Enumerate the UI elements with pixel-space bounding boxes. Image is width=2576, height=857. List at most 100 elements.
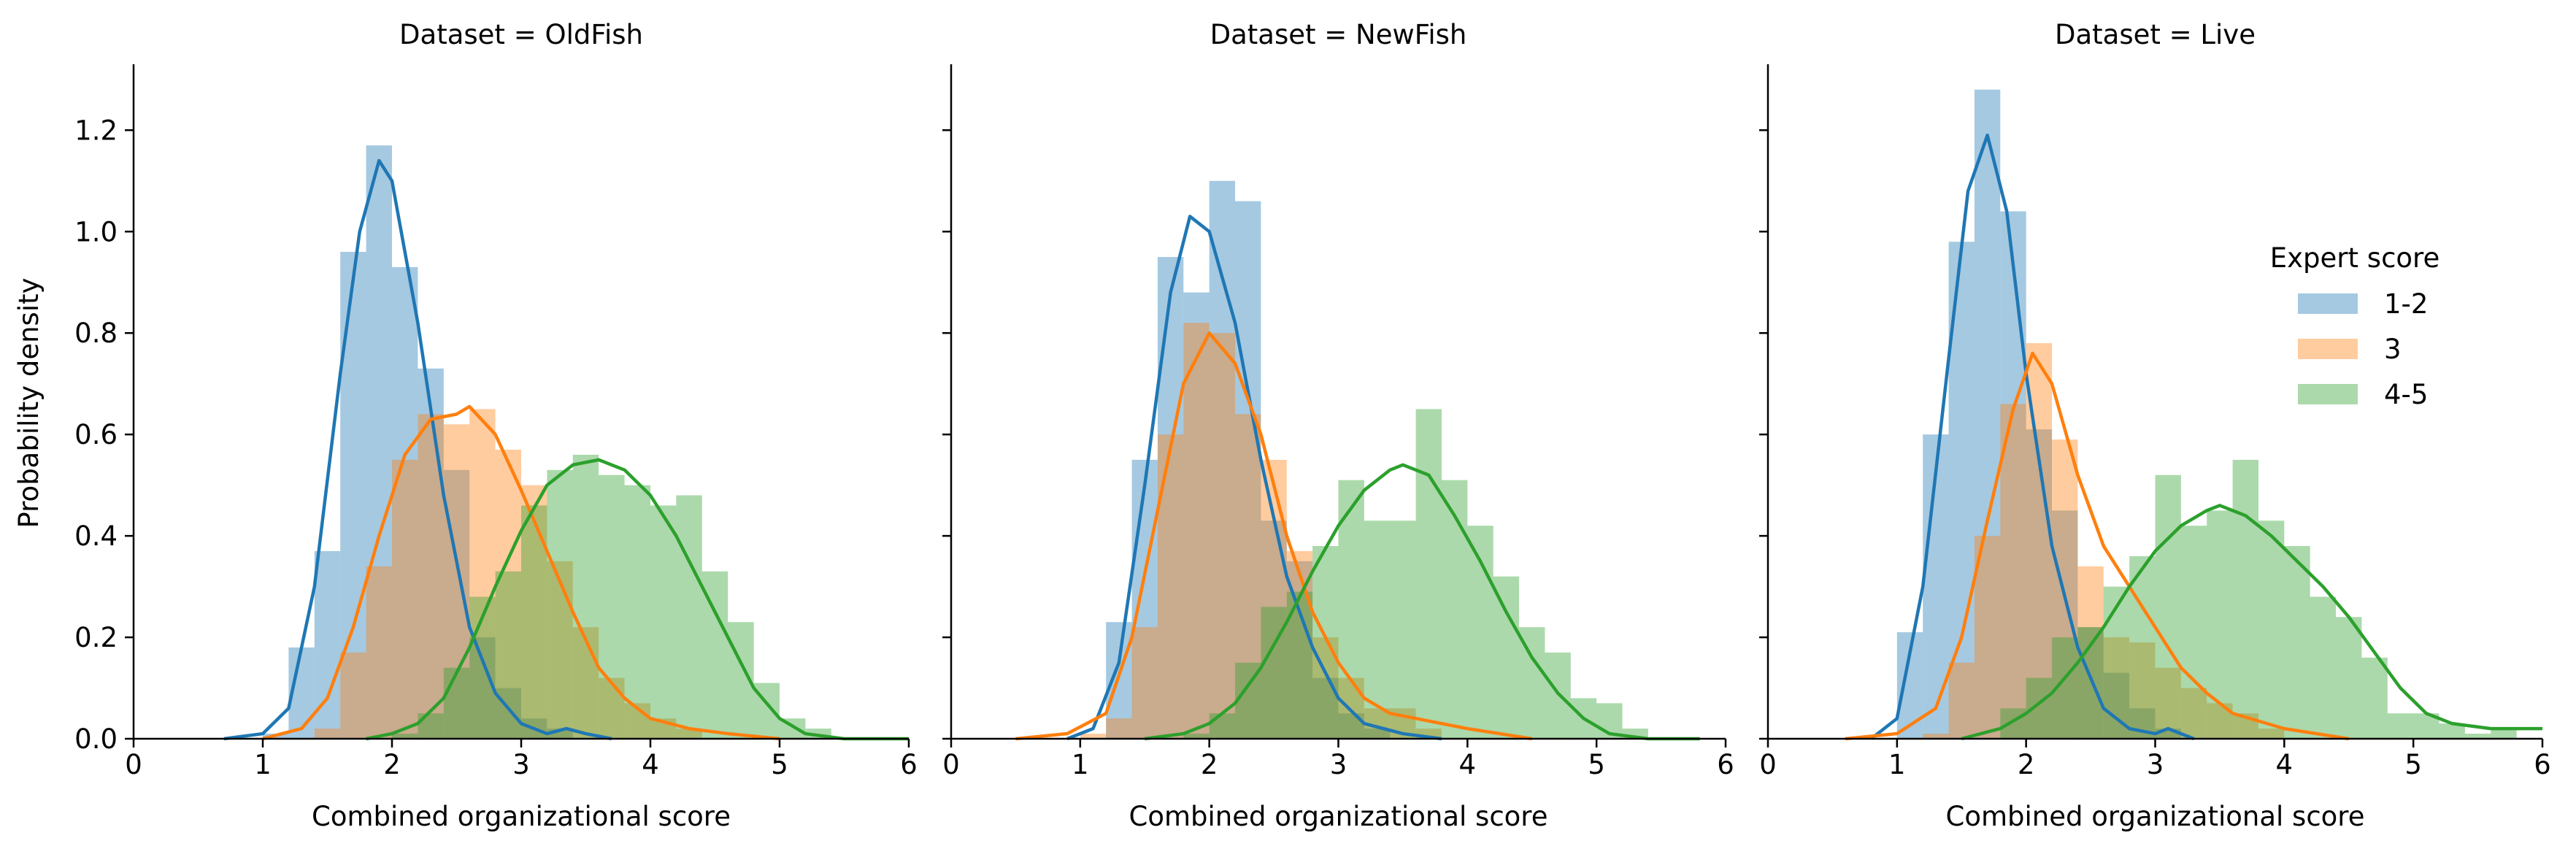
histogram-bar xyxy=(1209,713,1236,739)
legend: Expert score 1-2 3 4-5 xyxy=(2270,242,2439,410)
x-tick-label: 3 xyxy=(512,749,530,780)
histogram-bar xyxy=(2155,667,2181,739)
histogram-bar xyxy=(2129,642,2156,739)
kde-line-4-5 xyxy=(1961,504,2542,741)
histogram-bar xyxy=(1209,333,1236,739)
histogram-bar xyxy=(2258,520,2285,739)
histogram-bar xyxy=(2026,429,2053,739)
histogram-bar xyxy=(2284,546,2310,739)
histogram-bar xyxy=(2103,637,2130,739)
panel-1: 0 1 2 3 4 5 6 0.0 0.2 0.4 0.6 0.8 1.0 1.2 Dataset = Ol… xyxy=(74,19,918,832)
histogram-bar xyxy=(650,505,677,739)
histogram-bar xyxy=(469,637,496,739)
x-tick-label: 6 xyxy=(1717,749,1734,780)
histogram-bar xyxy=(1261,459,1287,739)
x-tick-label: 4 xyxy=(642,749,659,780)
histogram-bar xyxy=(392,734,418,739)
histogram-bar xyxy=(521,485,547,739)
legend-label: 4-5 xyxy=(2384,379,2428,410)
histogram-bar xyxy=(572,454,599,739)
kde-line-4-5 xyxy=(366,458,909,741)
histogram-bar xyxy=(1106,718,1132,739)
histogram-bar xyxy=(1493,576,1520,739)
histogram-bar xyxy=(2387,713,2414,739)
histogram-bar xyxy=(1131,459,1158,739)
panel-3: 0 1 2 3 4 5 6 Dataset = Live Combined organizati… xyxy=(1759,19,2551,832)
y-tick-label: 1.0 xyxy=(74,216,118,247)
histogram-3 xyxy=(1080,323,1442,739)
histogram-bar xyxy=(2155,474,2181,739)
y-tick-label: 0.6 xyxy=(74,419,118,450)
x-axis-label: Combined organizational score xyxy=(312,801,731,832)
histogram-bar xyxy=(599,677,625,739)
histogram-bar xyxy=(2258,729,2285,739)
x-axis-label: Combined organizational score xyxy=(1129,801,1548,832)
histogram-bar xyxy=(2232,459,2258,739)
histogram-bar xyxy=(443,667,470,739)
histogram-bar xyxy=(1157,434,1184,739)
histogram-bar xyxy=(2310,596,2337,739)
histogram-bar xyxy=(1948,662,1975,739)
histogram-bar xyxy=(1338,480,1364,739)
x-tick-label: 2 xyxy=(383,749,401,780)
histogram-bar xyxy=(392,459,418,739)
histogram-bar xyxy=(1415,409,1442,739)
histogram-bar xyxy=(1974,89,2001,739)
panel-title: Dataset = Live xyxy=(2055,19,2256,50)
histogram-bar xyxy=(495,450,521,739)
histogram-3 xyxy=(1923,343,2285,739)
histogram-bar xyxy=(1545,652,1571,739)
x-tick-label: 2 xyxy=(2018,749,2035,780)
histogram-bar xyxy=(340,652,366,739)
x-tick-label: 4 xyxy=(2276,749,2294,780)
x-tick-label: 5 xyxy=(1588,749,1605,780)
histogram-bar xyxy=(366,145,392,739)
legend-title: Expert score xyxy=(2270,242,2439,274)
y-tick-label: 0.4 xyxy=(74,520,118,552)
kde-line-3 xyxy=(1845,351,2350,741)
histogram-bar xyxy=(2336,617,2362,739)
histogram-bar xyxy=(1467,526,1493,739)
histogram-bar xyxy=(1364,729,1391,739)
histogram-bar xyxy=(2180,526,2207,739)
x-tick-label: 0 xyxy=(942,749,960,780)
histogram-bar xyxy=(2361,657,2388,739)
histogram-bar xyxy=(599,474,625,739)
histogram-1-2 xyxy=(263,145,573,739)
histogram-bar xyxy=(1157,257,1184,739)
histogram-bar xyxy=(547,561,573,739)
histogram-bar xyxy=(2000,708,2026,739)
x-tick-label: 4 xyxy=(1459,749,1477,780)
histogram-bar xyxy=(366,566,392,739)
y-tick-label: 0.2 xyxy=(74,622,118,653)
histogram-bar xyxy=(392,266,418,739)
y-tick-label: 0.0 xyxy=(74,723,118,755)
histogram-bar xyxy=(1131,627,1158,739)
histogram-bar xyxy=(624,485,650,739)
histogram-bar xyxy=(2207,510,2233,739)
histogram-bar xyxy=(1338,677,1364,739)
histogram-bar xyxy=(2129,556,2156,739)
histogram-bar xyxy=(418,713,444,739)
histogram-4-5 xyxy=(392,454,831,739)
y-axis-label: Probability density xyxy=(13,277,45,528)
panel-title: Dataset = NewFish xyxy=(1210,19,1467,50)
legend-label: 3 xyxy=(2384,334,2402,365)
histogram-bar xyxy=(1390,520,1416,739)
histogram-bar xyxy=(2000,404,2026,739)
legend-swatch xyxy=(2298,384,2358,404)
x-tick-label: 1 xyxy=(1888,749,1906,780)
histogram-bar xyxy=(1974,536,2001,739)
legend-swatch xyxy=(2298,293,2358,314)
panel-2: 0 1 2 3 4 5 6 Dataset = NewFish Combined organiz… xyxy=(942,19,1734,832)
x-tick-label: 5 xyxy=(2404,749,2422,780)
histogram-bar xyxy=(701,571,728,739)
histogram-bar xyxy=(1183,734,1210,739)
histogram-bar xyxy=(2464,734,2491,739)
x-tick-label: 3 xyxy=(2147,749,2164,780)
kde-line-4-5 xyxy=(1144,463,1700,741)
histogram-bar xyxy=(676,495,702,739)
x-axis-label: Combined organizational score xyxy=(1946,801,2365,832)
